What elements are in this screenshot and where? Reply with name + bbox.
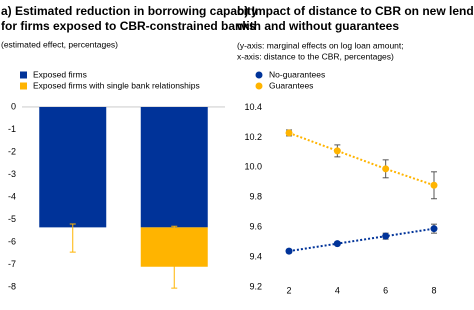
- legend-marker: [255, 71, 263, 79]
- x-tick-label: 8: [431, 285, 436, 295]
- y-tick-label: 10.2: [244, 132, 262, 142]
- series-line: [288, 227, 435, 253]
- series-line: [288, 131, 435, 187]
- y-tick-label: -6: [8, 236, 16, 246]
- chart-subtitle: (estimated effect, percentages): [1, 39, 118, 49]
- y-tick-label: -1: [8, 124, 16, 134]
- chart-title: with and without guarantees: [236, 19, 399, 33]
- y-tick-label: 0: [11, 101, 16, 111]
- y-tick-label: 10.4: [244, 102, 262, 112]
- point: [430, 225, 438, 233]
- x-tick-label: 4: [335, 285, 340, 295]
- legend-marker: [255, 82, 263, 90]
- y-tick-label: -4: [8, 191, 16, 201]
- y-tick-label: 9.4: [249, 251, 262, 261]
- legend-label: Exposed firms: [33, 69, 87, 79]
- chart-title: b) Impact of distance to CBR on new lend…: [237, 4, 474, 18]
- legend-swatch: [20, 71, 27, 79]
- point: [285, 129, 293, 137]
- point: [382, 232, 390, 240]
- chart-subtitle: x-axis: distance to the CBR, percentages…: [237, 51, 394, 61]
- bar: [140, 106, 208, 228]
- chart-subtitle: (y-axis: marginal effects on log loan am…: [237, 40, 404, 50]
- bar: [39, 106, 107, 228]
- legend-label: No-guarantees: [269, 69, 325, 79]
- y-tick-label: 9.8: [249, 192, 262, 202]
- point: [285, 247, 293, 255]
- y-tick-label: 9.6: [249, 222, 262, 232]
- point: [430, 181, 438, 189]
- x-tick-label: 2: [287, 285, 292, 295]
- y-tick-label: -8: [8, 281, 16, 291]
- y-tick-label: 9.2: [249, 281, 262, 291]
- y-tick-label: 10.0: [244, 162, 262, 172]
- point: [382, 165, 390, 173]
- chart-title: a) Estimated reduction in borrowing capa…: [1, 4, 258, 18]
- legend-label: Guarantees: [269, 80, 313, 90]
- y-tick-label: -3: [8, 169, 16, 179]
- point: [333, 147, 341, 155]
- point: [333, 240, 341, 248]
- chart-title: for firms exposed to CBR-constrained ban…: [1, 19, 256, 33]
- legend-swatch: [20, 82, 27, 90]
- legend-label: Exposed firms with single bank relations…: [33, 80, 200, 90]
- y-tick-label: -2: [8, 146, 16, 156]
- x-tick-label: 6: [383, 285, 388, 295]
- y-tick-label: -5: [8, 214, 16, 224]
- y-tick-label: -7: [8, 259, 16, 269]
